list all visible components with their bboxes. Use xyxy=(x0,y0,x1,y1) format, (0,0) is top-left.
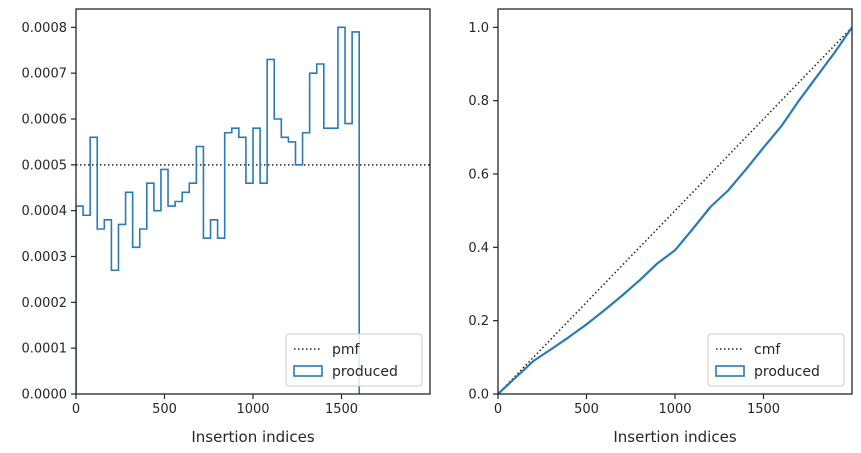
legend: pmf produced xyxy=(285,333,423,387)
y-tick-label: 0.0008 xyxy=(22,21,68,36)
axes-frame xyxy=(75,8,431,395)
legend-cmf-label: cmf xyxy=(754,342,781,358)
series-cmf-line xyxy=(498,26,852,394)
y-tick-label: 1.0 xyxy=(468,21,489,36)
legend: cmf produced xyxy=(707,333,845,387)
y-tick-label: 0.0006 xyxy=(22,113,68,128)
x-tick-label: 0 xyxy=(494,402,502,417)
axes-frame xyxy=(497,8,853,395)
cmf-line-panel: 0 500 1000 1500 0.0 0.2 0.4 0.6 0.8 1.0 Insertion … xyxy=(468,8,853,446)
legend-box xyxy=(707,333,845,387)
y-tick-label: 0.0005 xyxy=(22,158,68,173)
x-tick-label: 1500 xyxy=(747,402,780,417)
y-tick-label: 0.8 xyxy=(468,94,489,109)
legend-produced-swatch xyxy=(293,365,323,377)
x-tick-label: 500 xyxy=(152,402,177,417)
y-tick-label: 0.4 xyxy=(468,241,489,256)
y-tick-label: 0.0002 xyxy=(22,296,68,311)
legend-box xyxy=(285,333,423,387)
y-tick-label: 0.6 xyxy=(468,168,489,183)
y-tick-label: 0.2 xyxy=(468,314,489,329)
legend-produced-label: produced xyxy=(332,364,398,380)
legend-pmf-label: pmf xyxy=(332,342,361,358)
x-tick-label: 1000 xyxy=(658,402,691,417)
x-tick-label: 1000 xyxy=(236,402,269,417)
plot-area xyxy=(498,26,852,394)
x-tick-label: 0 xyxy=(72,402,80,417)
x-axis-label: Insertion indices xyxy=(191,428,314,446)
series-produced-step xyxy=(76,26,360,394)
y-tick-label: 0.0003 xyxy=(22,250,68,265)
x-axis-label: Insertion indices xyxy=(613,428,736,446)
y-tick-label: 0.0007 xyxy=(22,67,68,82)
y-tick-label: 0.0001 xyxy=(22,342,68,357)
series-produced-line xyxy=(498,26,852,394)
x-tick-label: 1500 xyxy=(325,402,358,417)
plot-area xyxy=(76,26,430,394)
y-tick-label: 0.0 xyxy=(468,388,489,403)
legend-produced-swatch xyxy=(715,365,745,377)
legend-produced-label: produced xyxy=(754,364,820,380)
x-tick-label: 500 xyxy=(574,402,599,417)
y-tick-label: 0.0004 xyxy=(22,204,68,219)
pmf-histogram-panel: 0 500 1000 1500 0.0000 0.0001 0.0002 0.0003 0.00… xyxy=(22,8,431,446)
y-tick-label: 0.0000 xyxy=(22,388,68,403)
